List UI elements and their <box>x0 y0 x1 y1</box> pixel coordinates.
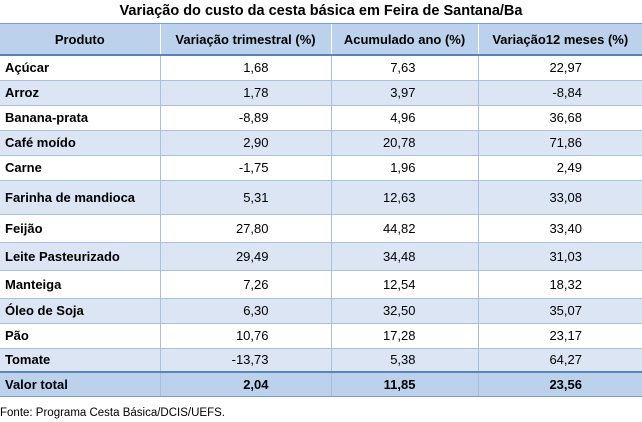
variacao-12-meses-value: 71,86 <box>477 130 642 156</box>
header-row: Produto Variação trimestral (%) Acumulad… <box>0 23 642 56</box>
variacao-12-meses-value: 35,07 <box>477 298 642 324</box>
acumulado-ano-value: 7,63 <box>330 55 478 81</box>
product-name: Tomate <box>0 348 160 373</box>
variacao-trimestral-value: 1,78 <box>159 80 331 106</box>
table-title: Variação do custo da cesta básica em Fei… <box>119 3 523 19</box>
total-variacao-12-meses: 23,56 <box>477 371 642 397</box>
variacao-12-meses-value: 36,68 <box>477 105 642 131</box>
acumulado-ano-value: 5,38 <box>330 348 478 373</box>
header-variacao-12-meses: Variação12 meses (%) <box>477 23 642 56</box>
variacao-trimestral-value: 27,80 <box>159 214 331 243</box>
variacao-trimestral-value: -13,73 <box>159 348 331 373</box>
product-name: Carne <box>0 155 160 181</box>
variacao-trimestral-value: 10,76 <box>159 323 331 349</box>
header-produto: Produto <box>0 23 160 56</box>
variacao-12-meses-value: 33,40 <box>477 214 642 243</box>
cesta-basica-table: Produto Variação trimestral (%) Acumulad… <box>0 23 642 397</box>
variacao-12-meses-value: 31,03 <box>477 242 642 271</box>
product-name: Farinha de mandioca <box>0 180 160 215</box>
acumulado-ano-value: 17,28 <box>330 323 478 349</box>
variacao-12-meses-value: 22,97 <box>477 55 642 81</box>
product-name: Café moído <box>0 130 160 156</box>
table-row: Arroz 1,78 3,97 -8,84 <box>0 80 642 106</box>
product-name: Feijão <box>0 214 160 243</box>
table-row: Feijão 27,80 44,82 33,40 <box>0 214 642 243</box>
variacao-trimestral-value: 7,26 <box>159 270 331 299</box>
variacao-trimestral-value: 6,30 <box>159 298 331 324</box>
table-row: Óleo de Soja 6,30 32,50 35,07 <box>0 298 642 324</box>
product-name: Banana-prata <box>0 105 160 131</box>
total-variacao-trimestral: 2,04 <box>159 371 331 397</box>
acumulado-ano-value: 20,78 <box>330 130 478 156</box>
acumulado-ano-value: 3,97 <box>330 80 478 106</box>
acumulado-ano-value: 4,96 <box>330 105 478 131</box>
product-name: Arroz <box>0 80 160 106</box>
variacao-12-meses-value: 23,17 <box>477 323 642 349</box>
variacao-trimestral-value: 29,49 <box>159 242 331 271</box>
variacao-trimestral-value: 1,68 <box>159 55 331 81</box>
variacao-12-meses-value: 64,27 <box>477 348 642 373</box>
acumulado-ano-value: 34,48 <box>330 242 478 271</box>
header-variacao-trimestral: Variação trimestral (%) <box>159 23 331 56</box>
acumulado-ano-value: 32,50 <box>330 298 478 324</box>
header-acumulado-ano: Acumulado ano (%) <box>330 23 478 56</box>
product-name: Leite Pasteurizado <box>0 242 160 271</box>
table-row: Banana-prata -8,89 4,96 36,68 <box>0 105 642 131</box>
variacao-12-meses-value: 18,32 <box>477 270 642 299</box>
product-name: Açúcar <box>0 55 160 81</box>
product-name: Pão <box>0 323 160 349</box>
variacao-12-meses-value: 2,49 <box>477 155 642 181</box>
product-name: Óleo de Soja <box>0 298 160 324</box>
total-row: Valor total 2,04 11,85 23,56 <box>0 371 642 397</box>
table-row: Açúcar 1,68 7,63 22,97 <box>0 55 642 81</box>
source-note: Fonte: Programa Cesta Básica/DCIS/UEFS. <box>0 407 225 419</box>
acumulado-ano-value: 44,82 <box>330 214 478 243</box>
acumulado-ano-value: 12,54 <box>330 270 478 299</box>
variacao-trimestral-value: 2,90 <box>159 130 331 156</box>
table-row: Leite Pasteurizado 29,49 34,48 31,03 <box>0 242 642 271</box>
table-row: Tomate -13,73 5,38 64,27 <box>0 348 642 373</box>
product-name: Manteiga <box>0 270 160 299</box>
table-row: Café moído 2,90 20,78 71,86 <box>0 130 642 156</box>
variacao-12-meses-value: -8,84 <box>477 80 642 106</box>
variacao-12-meses-value: 33,08 <box>477 180 642 215</box>
table-row: Carne -1,75 1,96 2,49 <box>0 155 642 181</box>
total-acumulado-ano: 11,85 <box>330 371 478 397</box>
table-row: Manteiga 7,26 12,54 18,32 <box>0 270 642 299</box>
variacao-trimestral-value: -1,75 <box>159 155 331 181</box>
acumulado-ano-value: 1,96 <box>330 155 478 181</box>
variacao-trimestral-value: -8,89 <box>159 105 331 131</box>
acumulado-ano-value: 12,63 <box>330 180 478 215</box>
variacao-trimestral-value: 5,31 <box>159 180 331 215</box>
total-label: Valor total <box>0 371 160 397</box>
table-row: Farinha de mandioca 5,31 12,63 33,08 <box>0 180 642 215</box>
table-row: Pão 10,76 17,28 23,17 <box>0 323 642 349</box>
